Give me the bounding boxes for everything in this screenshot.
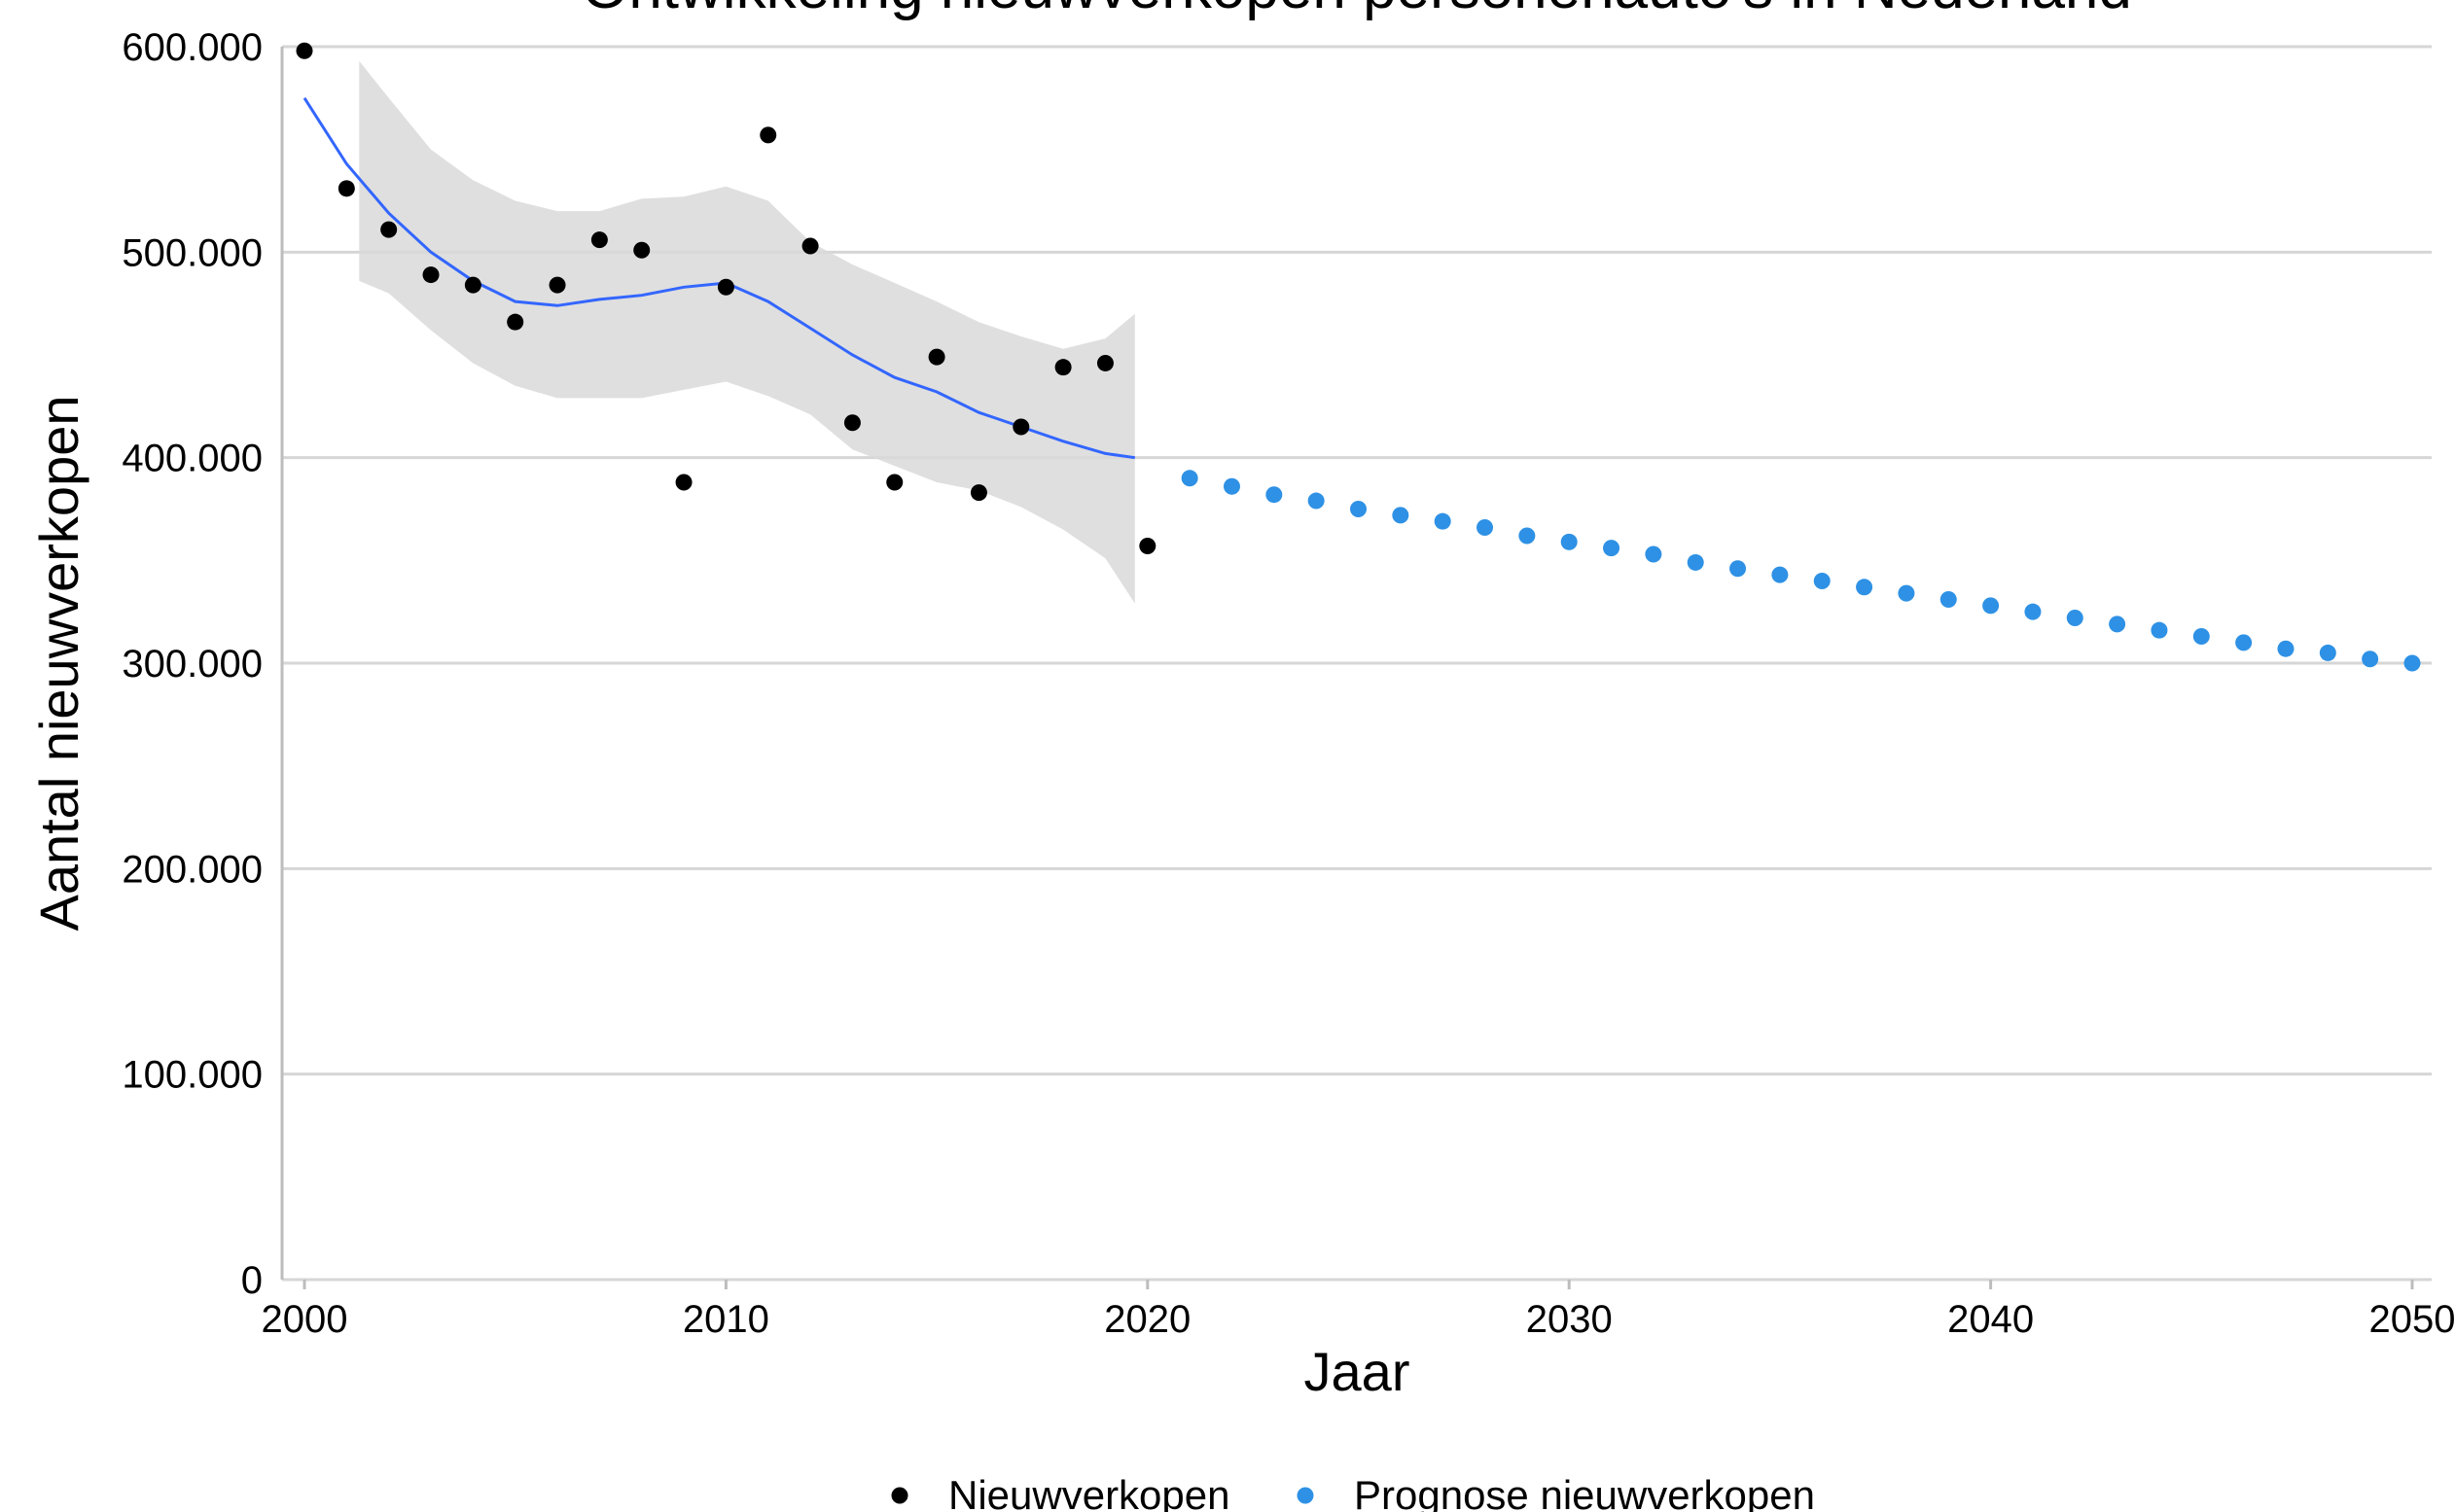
prognose-point <box>2192 628 2210 646</box>
prognose-point <box>1265 486 1283 504</box>
x-tick-label: 2010 <box>683 1298 769 1341</box>
y-axis-label: Aantal nieuwverkopen <box>28 395 89 931</box>
y-tick-label: 200.000 <box>122 848 263 891</box>
x-axis-label: Jaar <box>1304 1341 1410 1402</box>
prognose-point <box>1603 540 1620 557</box>
prognose-point <box>1518 527 1536 545</box>
nieuwverkopen-point <box>760 126 777 144</box>
nieuwverkopen-point <box>296 42 313 59</box>
nieuwverkopen-point <box>843 414 861 432</box>
y-tick-label: 0 <box>241 1259 263 1302</box>
prognose-point <box>1771 566 1789 583</box>
nieuwverkopen-point <box>338 180 355 197</box>
prognose-point <box>1560 533 1578 550</box>
prognose-point <box>2024 603 2042 620</box>
prognose-point <box>1813 572 1831 589</box>
nieuwverkopen-point <box>801 237 819 255</box>
prognose-point <box>2403 654 2421 672</box>
data-points <box>296 42 2421 672</box>
prognose-point <box>1181 470 1198 487</box>
prognose-point <box>1939 590 1957 608</box>
chart-title: Ontwikkeling nieuwverkopen personenauto'… <box>582 0 2132 21</box>
x-tick-label: 2040 <box>1947 1298 2034 1341</box>
nieuwverkopen-point <box>717 278 734 296</box>
prognose-point <box>1645 545 1662 563</box>
nieuwverkopen-point <box>464 276 481 294</box>
prognose-point <box>1898 584 1915 602</box>
prognose-point <box>1350 501 1367 517</box>
prognose-point <box>2235 634 2253 651</box>
nieuwverkopen-point <box>380 221 398 238</box>
prognose-point <box>2319 644 2336 661</box>
prognose-point <box>2109 615 2126 633</box>
nieuwverkopen-point <box>1139 538 1156 555</box>
confidence-band <box>359 60 1135 604</box>
y-tick-label: 100.000 <box>122 1054 263 1097</box>
nieuwverkopen-point <box>675 474 693 491</box>
prognose-point <box>1307 492 1325 510</box>
y-tick-label: 600.000 <box>122 26 263 69</box>
nieuwverkopen-point <box>507 313 524 331</box>
nieuwverkopen-point <box>422 266 440 284</box>
prognose-point <box>1856 579 1873 596</box>
nieuwverkopen-point <box>928 348 945 366</box>
x-tick-labels: 2000 2010 2020 2030 2040 2050 <box>262 1280 2455 1341</box>
x-tick-label: 2000 <box>262 1298 348 1341</box>
legend-label-prognose: Prognose nieuwverkopen <box>1354 1472 1815 1512</box>
prognose-point <box>1982 597 2000 615</box>
legend-marker-nieuwverkopen <box>891 1487 908 1504</box>
nieuwverkopen-point <box>1054 359 1072 376</box>
y-tick-label: 300.000 <box>122 643 263 686</box>
x-tick-label: 2020 <box>1104 1298 1191 1341</box>
y-tick-labels: 0 100.000 200.000 300.000 400.000 500.000 600.… <box>122 26 263 1302</box>
confidence-band-area <box>359 60 1135 604</box>
y-tick-label: 500.000 <box>122 231 263 274</box>
prognose-point <box>2151 621 2168 639</box>
y-tick-label: 400.000 <box>122 438 263 480</box>
prognose-point <box>2277 640 2295 657</box>
nieuwverkopen-point <box>590 231 608 249</box>
prognose-point <box>1223 477 1240 495</box>
x-tick-label: 2030 <box>1526 1298 1613 1341</box>
prognose-point <box>1434 512 1451 530</box>
legend-label-nieuwverkopen: Nieuwverkopen <box>948 1472 1230 1512</box>
nieuwverkopen-point <box>549 276 566 294</box>
prognose-point <box>2066 610 2083 627</box>
prognose-point <box>2362 651 2379 668</box>
nieuwverkopen-point <box>1013 418 1030 436</box>
nieuwverkopen-point <box>1096 354 1114 371</box>
prognose-point <box>1477 519 1494 537</box>
nieuwverkopen-point <box>886 474 904 491</box>
prognose-point <box>1729 560 1747 578</box>
prognose-point <box>1687 553 1704 571</box>
nieuwverkopen-point <box>970 484 987 502</box>
legend-marker-prognose <box>1297 1487 1314 1504</box>
prognose-point <box>1392 507 1409 524</box>
x-tick-label: 2050 <box>2369 1298 2455 1341</box>
legend: Nieuwverkopen Prognose nieuwverkopen <box>891 1472 1815 1512</box>
nieuwverkopen-point <box>633 241 651 259</box>
